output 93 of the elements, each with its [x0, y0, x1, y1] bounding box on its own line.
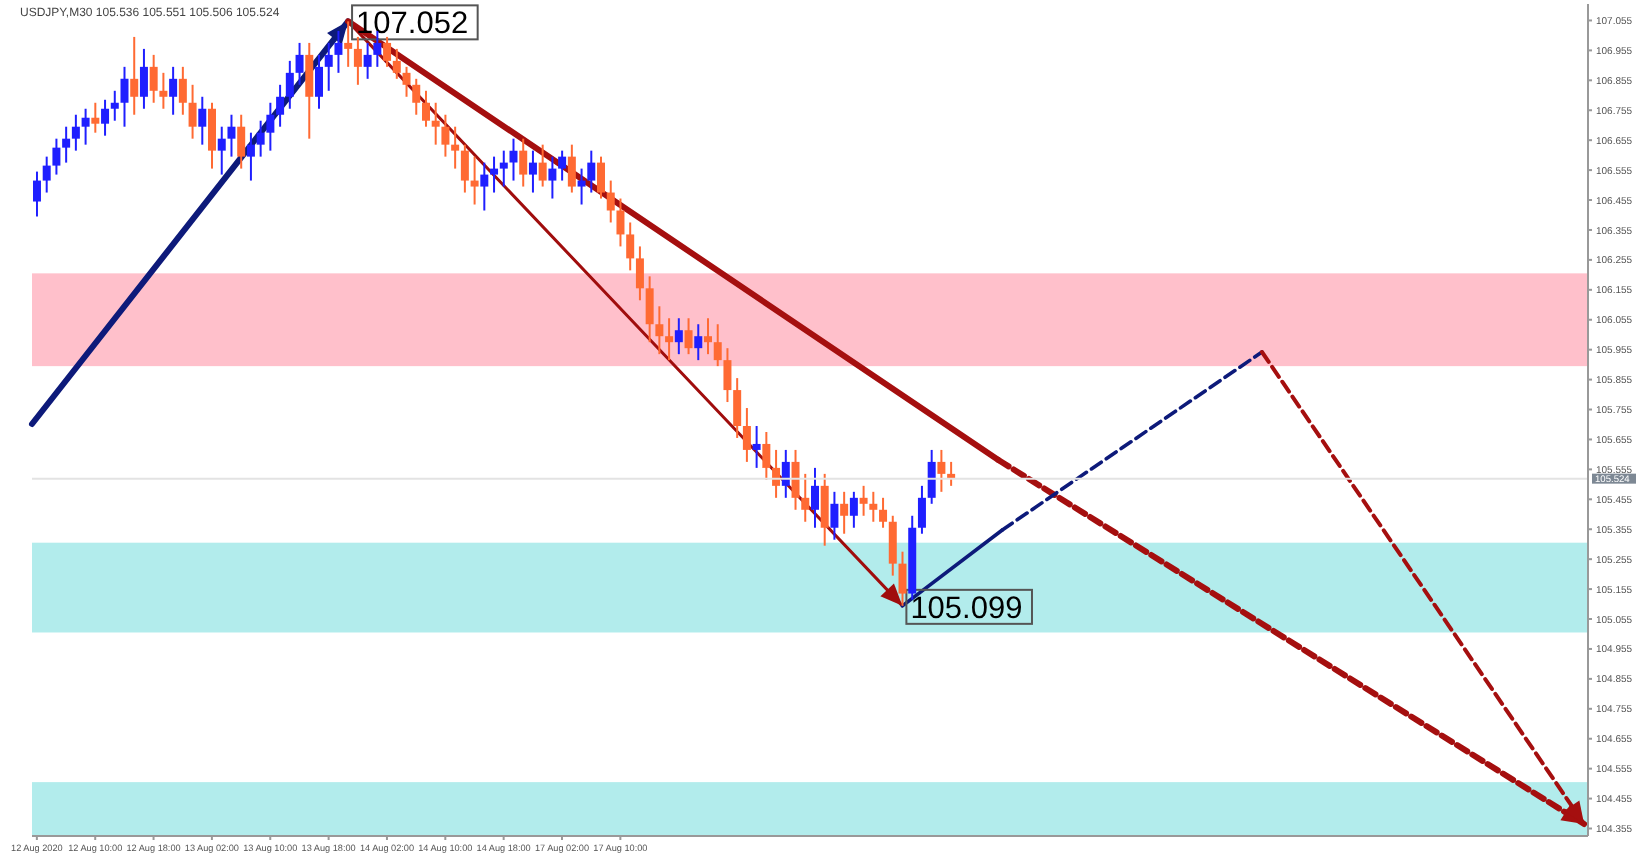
candlestick [42, 155, 51, 194]
candlestick [752, 424, 761, 469]
candlestick [723, 347, 732, 404]
candlestick [762, 430, 771, 481]
candlestick [888, 514, 897, 577]
candlestick [178, 65, 187, 116]
candlestick [742, 407, 751, 463]
candlestick [509, 137, 518, 182]
candlestick [383, 35, 392, 68]
candlestick [567, 143, 576, 194]
candlestick [519, 137, 528, 188]
candlestick [626, 221, 635, 272]
annotation: 105.099 [910, 591, 1023, 626]
candlestick [32, 170, 41, 218]
candlestick [849, 490, 858, 529]
candlestick [441, 113, 450, 158]
candlestick [879, 496, 888, 529]
candlestick [810, 466, 819, 529]
candlestick [169, 65, 178, 116]
candlestick [587, 149, 596, 194]
candlestick [830, 490, 839, 541]
candlestick [81, 107, 90, 146]
candlestick [217, 125, 226, 176]
candlestick [246, 131, 255, 182]
candlestick [285, 59, 294, 110]
candlestick [859, 484, 868, 517]
candlestick [208, 101, 217, 170]
candlestick [558, 149, 567, 182]
candlestick [616, 197, 625, 248]
candlestick [62, 125, 71, 164]
candlestick [392, 47, 401, 80]
candlestick [198, 95, 207, 146]
candlestick [635, 245, 644, 302]
candlestick [402, 65, 411, 98]
candlestick [101, 98, 110, 137]
candlestick [315, 53, 323, 110]
candlestick [820, 472, 829, 547]
candlestick [130, 35, 139, 116]
candlestick [937, 448, 946, 493]
candlestick [606, 179, 615, 224]
candlestick [733, 377, 742, 439]
candlestick [412, 77, 421, 116]
candlestick [597, 155, 606, 200]
candlestick [305, 41, 314, 140]
candlestick [149, 53, 158, 104]
candlestick [927, 448, 936, 505]
candlestick [334, 29, 343, 74]
candlestick [917, 484, 926, 535]
candlestick [577, 167, 586, 206]
candlestick [344, 20, 353, 68]
candlestick [470, 155, 479, 206]
candlestick [791, 448, 800, 511]
candlestick [490, 155, 499, 194]
candlestick [694, 323, 703, 362]
candlestick [665, 317, 674, 362]
candlestick [431, 101, 440, 146]
candlestick [110, 89, 119, 122]
candlestick [499, 149, 508, 188]
candlestick [840, 490, 849, 535]
candlestick [869, 490, 878, 523]
candlestick [363, 41, 372, 80]
candlestick [256, 119, 265, 158]
candlestick [227, 113, 236, 158]
candlestick [548, 155, 557, 200]
candlestick [538, 143, 547, 188]
candlestick [353, 35, 362, 86]
candlestick [421, 89, 430, 128]
candlestick [645, 275, 654, 344]
candlestick [704, 317, 712, 356]
candlestick [898, 550, 907, 607]
candlestick [528, 149, 537, 194]
candlestick [52, 137, 61, 176]
annotation: 107.052 [356, 7, 469, 42]
candlestick [674, 317, 683, 356]
candlestick [451, 125, 460, 170]
candlestick [460, 143, 469, 194]
candlestick [91, 101, 100, 134]
candlestick [120, 65, 129, 128]
candlestick [159, 71, 168, 110]
candlestick [713, 323, 722, 368]
candlestick [266, 101, 275, 152]
candlestick [684, 317, 693, 356]
candlestick [276, 83, 285, 128]
candlestick [139, 47, 148, 110]
candlestick [655, 305, 664, 356]
candlestick [188, 83, 197, 140]
candlestick [295, 41, 304, 86]
candlestick [801, 472, 810, 523]
candlestick [71, 113, 80, 152]
candlestick [324, 41, 333, 92]
candlestick [237, 113, 246, 170]
candlestick [781, 448, 790, 499]
candlestick [480, 161, 489, 212]
